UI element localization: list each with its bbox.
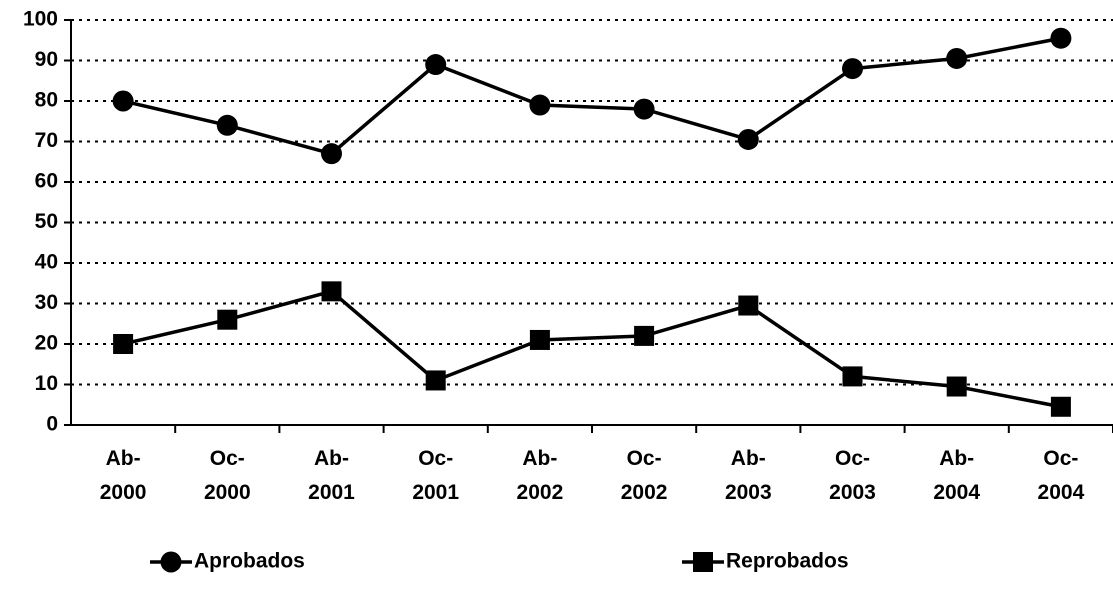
x-tick-label: Oc-2001 bbox=[412, 447, 459, 504]
data-point bbox=[946, 47, 968, 69]
data-point bbox=[946, 376, 967, 397]
x-tick-label: Oc-2003 bbox=[829, 447, 876, 504]
y-tick-label: 40 bbox=[35, 251, 58, 274]
data-point bbox=[1050, 396, 1071, 417]
x-tick-label: Ab-2001 bbox=[308, 447, 355, 504]
y-tick-label: 20 bbox=[35, 332, 58, 355]
x-tick-label: Ab-2000 bbox=[100, 447, 147, 504]
y-tick-label: 90 bbox=[35, 48, 58, 71]
x-tick-label: Ab-2004 bbox=[933, 447, 980, 504]
data-point bbox=[321, 143, 342, 165]
data-point bbox=[113, 334, 134, 354]
series-line bbox=[122, 36, 1062, 156]
x-tick-label: Oc-2004 bbox=[1038, 447, 1085, 504]
legend-marker bbox=[160, 551, 182, 573]
data-point bbox=[1050, 27, 1072, 49]
legend-marker bbox=[693, 552, 713, 572]
y-tick-label: 60 bbox=[35, 170, 58, 193]
data-point bbox=[842, 366, 863, 387]
y-tick-label: 0 bbox=[46, 413, 58, 436]
legend-label: Aprobados bbox=[194, 550, 305, 573]
y-tick-label: 70 bbox=[35, 129, 58, 152]
data-point bbox=[425, 370, 446, 391]
legend-label: Reprobados bbox=[726, 550, 849, 573]
y-tick-label: 30 bbox=[35, 291, 58, 314]
x-tick-label: Oc-2000 bbox=[204, 447, 251, 504]
data-point bbox=[425, 54, 447, 76]
data-point bbox=[529, 329, 550, 350]
y-tick-label: 80 bbox=[35, 89, 58, 112]
data-point bbox=[216, 114, 238, 136]
data-point bbox=[321, 281, 342, 302]
y-tick-label: 50 bbox=[35, 210, 58, 233]
series-line bbox=[122, 289, 1062, 409]
x-tick-label: Oc-2002 bbox=[621, 447, 668, 504]
data-point bbox=[529, 94, 551, 116]
data-point bbox=[634, 325, 655, 346]
y-tick-label: 100 bbox=[23, 8, 58, 31]
data-point bbox=[633, 98, 655, 120]
x-tick-label: Ab-2003 bbox=[725, 447, 772, 504]
data-point bbox=[738, 295, 759, 316]
data-point bbox=[112, 90, 134, 112]
data-point bbox=[737, 128, 759, 150]
y-tick-label: 10 bbox=[35, 372, 58, 395]
data-point bbox=[217, 309, 238, 330]
x-tick-label: Ab-2002 bbox=[517, 447, 564, 504]
data-point bbox=[842, 58, 863, 80]
